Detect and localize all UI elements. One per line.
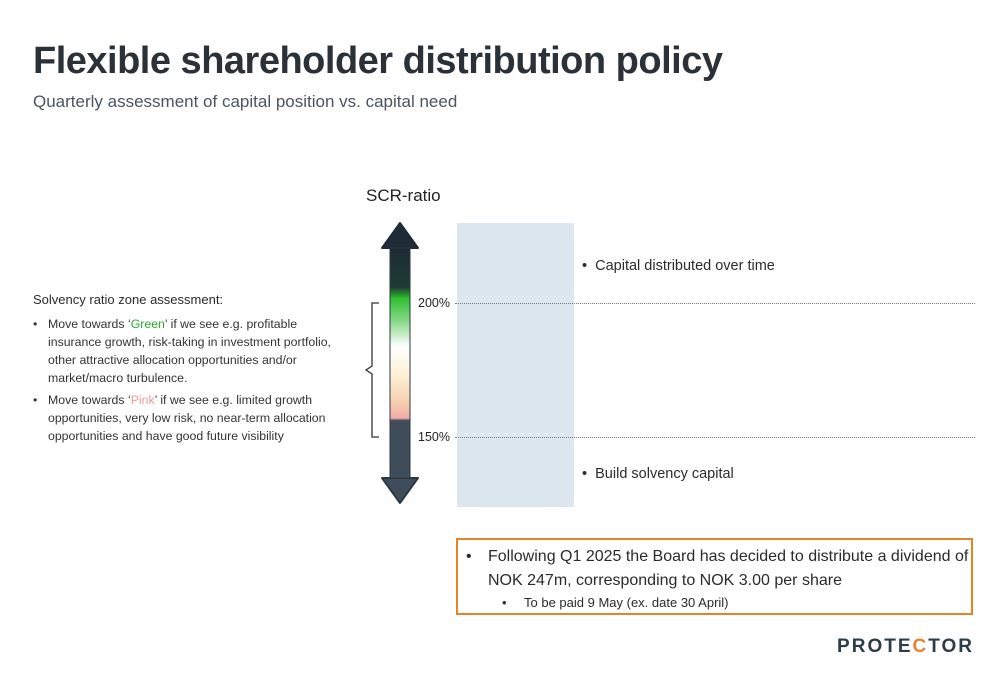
arrow-head-up	[381, 222, 419, 249]
note-text: Capital distributed over time	[595, 258, 775, 274]
list-item-green: • Move towards ‘Green’ if we see e.g. pr…	[33, 315, 353, 387]
scr-ratio-label: SCR-ratio	[366, 186, 441, 205]
scr-double-arrow	[364, 222, 419, 504]
arrow-head-down	[381, 477, 419, 504]
bullet-icon: •	[33, 317, 38, 331]
target-zone-band	[457, 223, 574, 507]
page-title: Flexible shareholder distribution policy	[33, 40, 723, 82]
green-keyword: Green	[130, 317, 165, 331]
item-prefix: Move towards ‘	[48, 393, 131, 407]
item-prefix: Move towards ‘	[48, 317, 131, 331]
bullet-icon: •	[502, 595, 507, 610]
threshold-line-150	[455, 437, 975, 438]
pink-keyword: Pink	[130, 393, 155, 407]
note-capital-distributed: • Capital distributed over time	[582, 258, 775, 274]
bullet-icon: •	[33, 393, 38, 407]
payment-date-text: To be paid 9 May (ex. date 30 April)	[524, 595, 729, 610]
dividend-main-text: • Following Q1 2025 the Board has decide…	[466, 545, 978, 593]
protector-logo: PROTECTOR	[837, 636, 974, 657]
dividend-text: Following Q1 2025 the Board has decided …	[488, 548, 969, 589]
threshold-label-200: 200%	[418, 296, 450, 310]
dividend-sub-text: • To be paid 9 May (ex. date 30 April)	[502, 595, 729, 610]
bullet-icon: •	[466, 548, 472, 565]
zone-assessment-panel: Solvency ratio zone assessment: • Move t…	[33, 292, 353, 449]
zone-assessment-heading: Solvency ratio zone assessment:	[33, 292, 224, 307]
zone-bracket	[364, 302, 379, 438]
zone-assessment-list: • Move towards ‘Green’ if we see e.g. pr…	[33, 315, 353, 445]
note-build-capital: • Build solvency capital	[582, 466, 734, 482]
bullet-icon: •	[582, 258, 588, 274]
threshold-label-150: 150%	[418, 430, 450, 444]
item-suffix: ’ if we see e.g. limited growth opportun…	[48, 393, 326, 443]
note-text: Build solvency capital	[595, 466, 734, 482]
list-item-pink: • Move towards ‘Pink’ if we see e.g. lim…	[33, 391, 353, 445]
dividend-callout: • Following Q1 2025 the Board has decide…	[456, 538, 973, 615]
item-suffix: ’ if we see e.g. profitable insurance gr…	[48, 317, 331, 385]
arrow-shaft	[389, 247, 411, 479]
threshold-line-200	[455, 303, 975, 304]
bullet-icon: •	[582, 466, 588, 482]
page-subtitle: Quarterly assessment of capital position…	[33, 92, 458, 111]
